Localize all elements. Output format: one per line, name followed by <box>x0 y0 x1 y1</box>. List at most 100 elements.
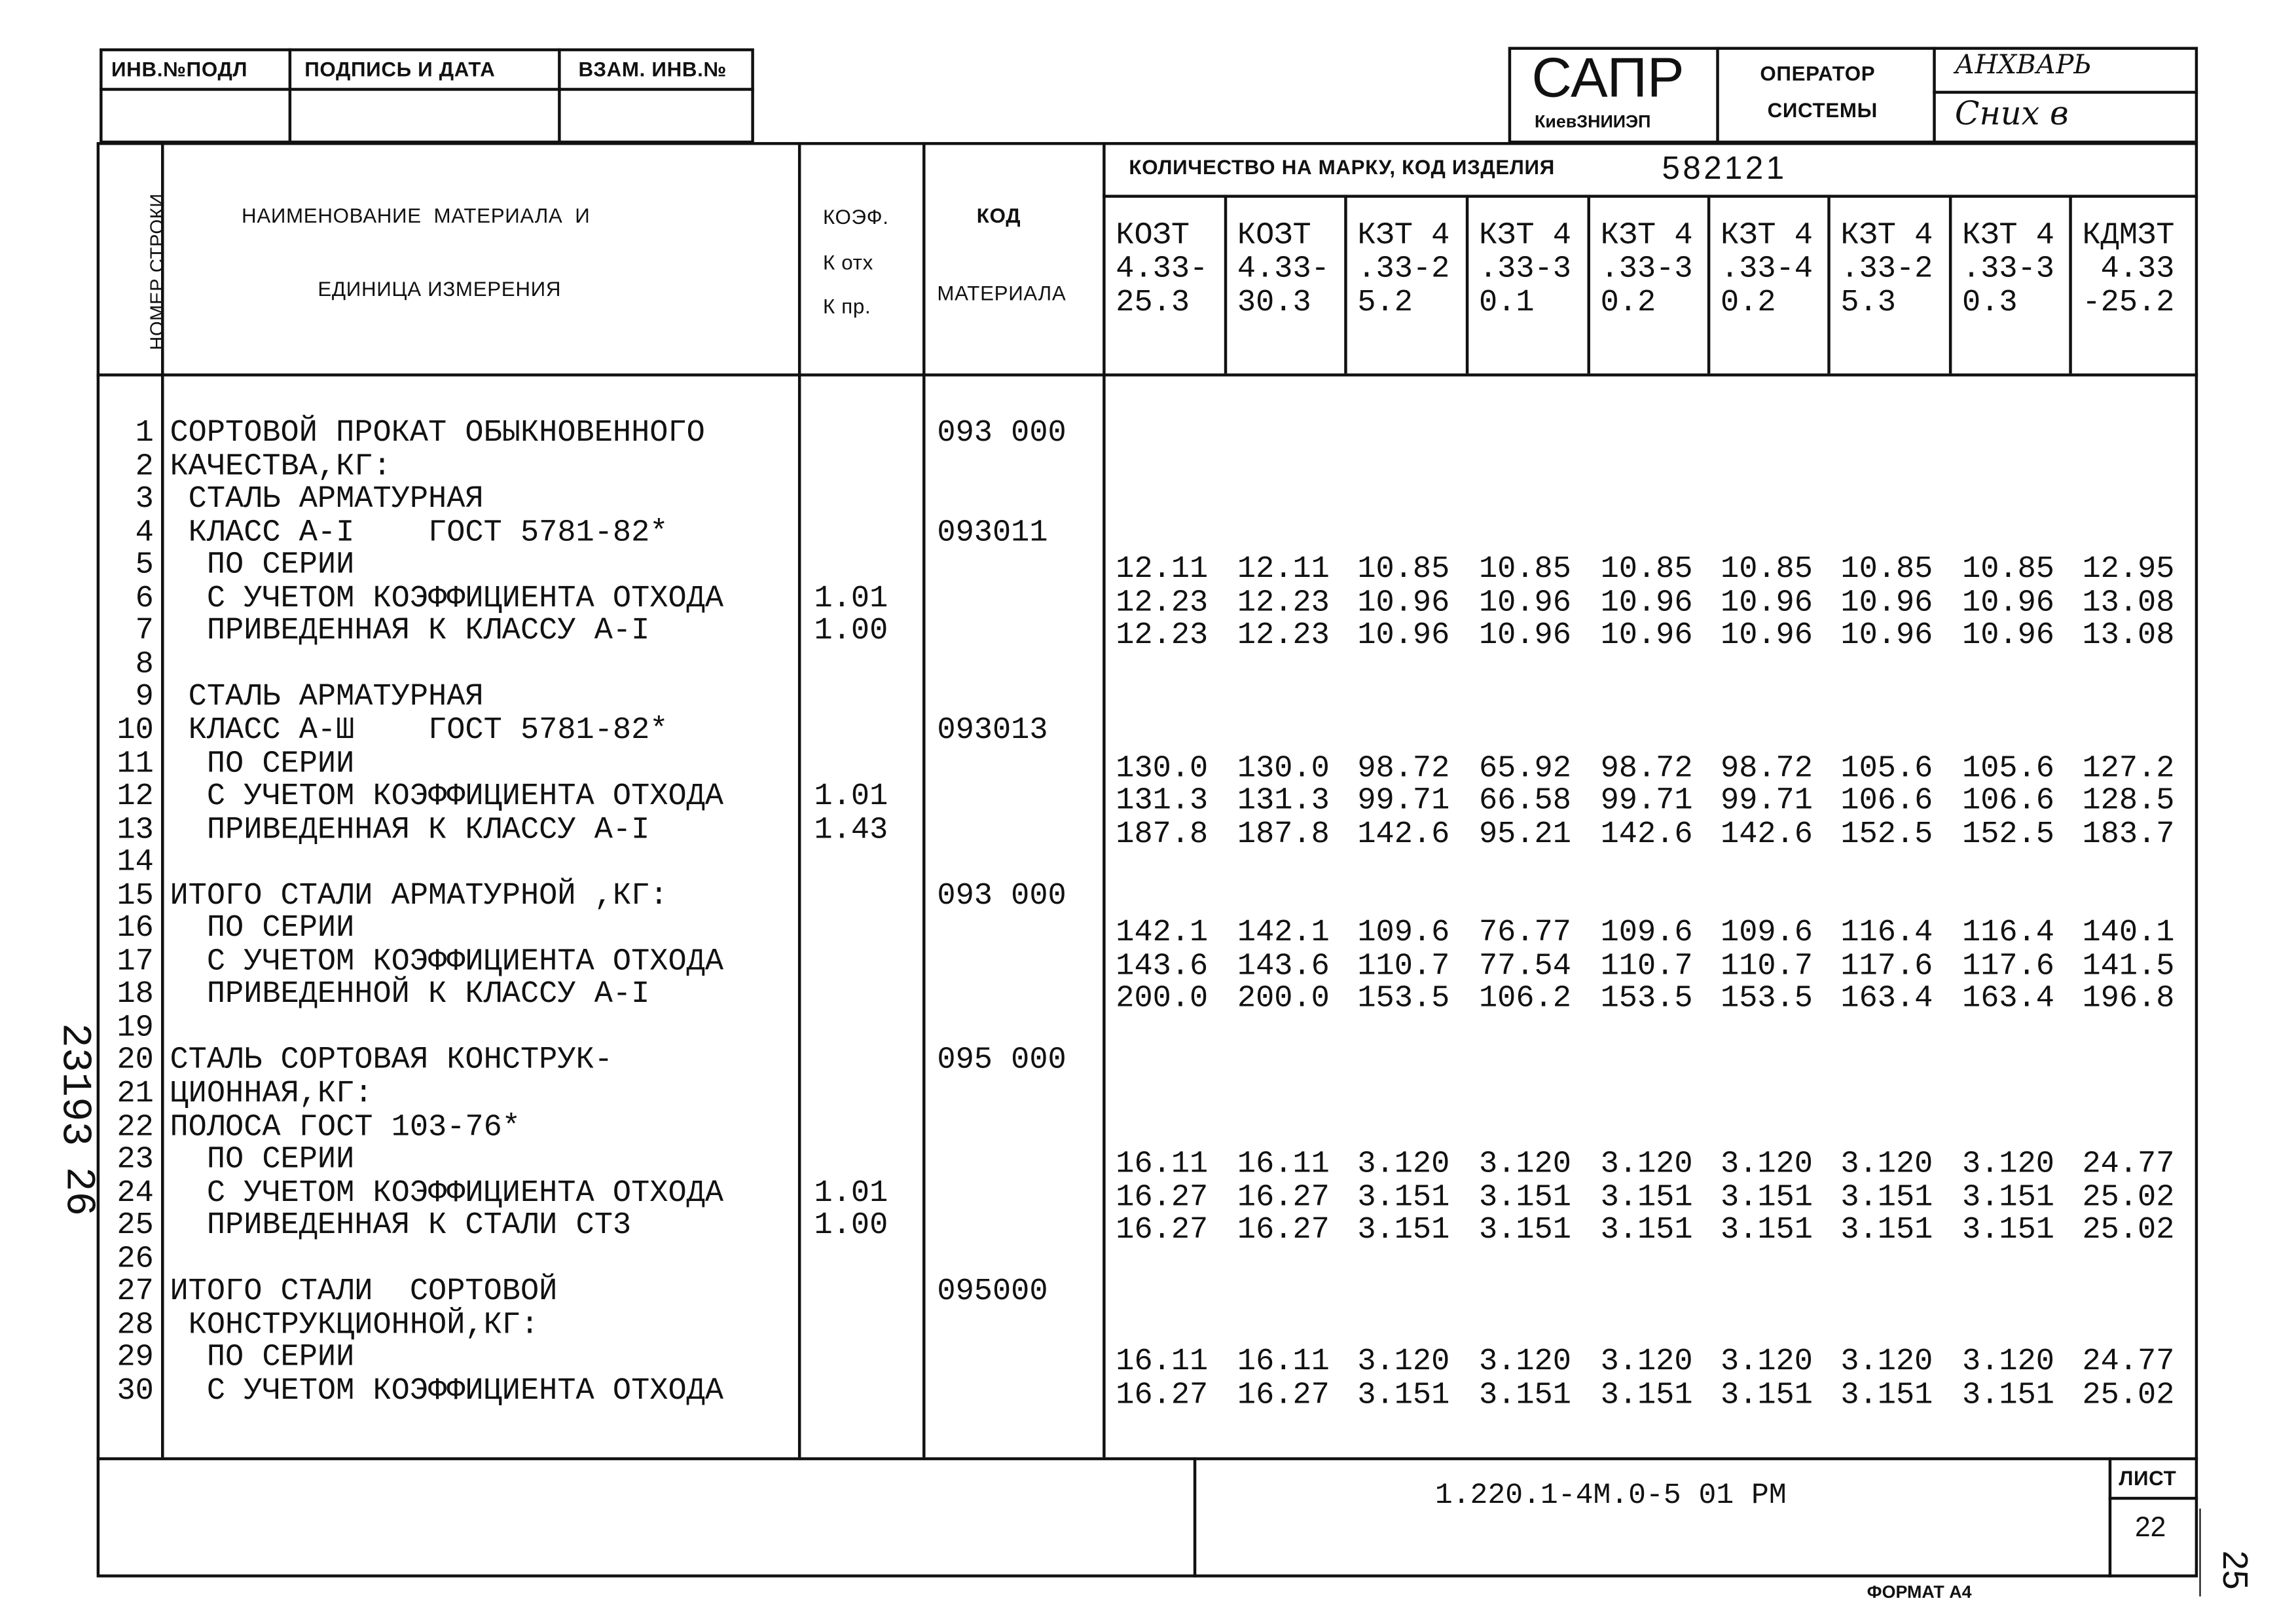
material-code: 095000 <box>937 1276 1048 1310</box>
quantity-value: 3.120 <box>1840 1346 1933 1380</box>
quantity-value: 10.96 <box>1840 619 1933 654</box>
quantity-value: 12.95 <box>2082 553 2175 588</box>
quantity-value: 3.151 <box>1962 1181 2054 1215</box>
row-number: 5 <box>135 549 154 583</box>
divider <box>1948 194 1952 374</box>
quantity-value: 3.120 <box>1478 1346 1571 1380</box>
divider <box>1102 194 2198 198</box>
quantity-value: 3.151 <box>1962 1379 2054 1414</box>
row-number: 9 <box>135 681 154 716</box>
quantity-value: 163.4 <box>1840 983 1933 1017</box>
quantity-value: 10.96 <box>1840 587 1933 621</box>
row-number: 1 <box>135 417 154 451</box>
quantity-value: 3.151 <box>1721 1214 1813 1249</box>
mark-header: КЗТ 4 .33-2 5.2 <box>1357 219 1450 321</box>
quantity-value: 127.2 <box>2082 752 2175 786</box>
quantity-value: 3.120 <box>1840 1148 1933 1183</box>
quantity-value: 99.71 <box>1357 784 1450 819</box>
quantity-value: 3.120 <box>1478 1148 1571 1183</box>
row-number: 8 <box>135 648 154 682</box>
quantity-value: 131.3 <box>1237 784 1330 819</box>
quantity-value: 3.151 <box>1962 1214 2054 1249</box>
material-name: ПО СЕРИИ <box>170 912 355 947</box>
material-name: С УЧЕТОМ КОЭФФИЦИЕНТА ОТХОДА <box>170 582 724 617</box>
quantity-value: 12.23 <box>1237 619 1330 654</box>
row-number: 7 <box>135 616 154 650</box>
quantity-value: 143.6 <box>1237 950 1330 984</box>
material-name: КЛАСС А-I ГОСТ 5781-82* <box>170 516 668 551</box>
mark-header: КЗТ 4 .33-2 5.3 <box>1840 219 1933 321</box>
row-number-header: НОМЕР СТРОКИ <box>145 193 168 350</box>
quantity-value: 25.02 <box>2082 1214 2175 1249</box>
mark-header: КЗТ 4 .33-3 0.2 <box>1600 219 1693 321</box>
quantity-value: 183.7 <box>2082 818 2175 852</box>
quantity-value: 65.92 <box>1478 752 1571 786</box>
quantity-value: 16.27 <box>1237 1214 1330 1249</box>
material-code: 093013 <box>937 714 1048 748</box>
row-number: 10 <box>117 714 154 748</box>
inventory-number-label: ИНВ.№ПОДЛ <box>111 57 248 81</box>
quantity-value: 16.27 <box>1116 1181 1209 1215</box>
material-name: ИТОГО СТАЛИ АРМАТУРНОЙ ,КГ: <box>170 879 668 913</box>
quantity-value: 3.151 <box>1478 1181 1571 1215</box>
quantity-value: 105.6 <box>1840 752 1933 786</box>
row-number: 3 <box>135 483 154 517</box>
quantity-value: 10.96 <box>1721 619 1813 654</box>
quantity-value: 110.7 <box>1600 950 1693 984</box>
mark-header: КОЗТ 4.33- 30.3 <box>1237 219 1330 321</box>
quantity-value: 128.5 <box>2082 784 2175 819</box>
quantity-value: 109.6 <box>1357 917 1450 951</box>
row-number: 19 <box>117 1012 154 1046</box>
divider <box>100 88 754 91</box>
quantity-value: 95.21 <box>1478 818 1571 852</box>
material-name: ПРИВЕДЕННОЙ К КЛАССУ А-I <box>170 978 650 1013</box>
material-code: 093 000 <box>937 879 1066 913</box>
row-number: 29 <box>117 1342 154 1376</box>
quantity-value: 131.3 <box>1116 784 1209 819</box>
row-number: 6 <box>135 582 154 617</box>
quantity-value: 10.85 <box>1721 553 1813 588</box>
quantity-value: 200.0 <box>1237 983 1330 1017</box>
divider <box>1933 46 1936 144</box>
material-name: С УЧЕТОМ КОЭФФИЦИЕНТА ОТХОДА <box>170 781 724 815</box>
quantity-value: 16.11 <box>1116 1346 1209 1380</box>
quantity-value: 152.5 <box>1840 818 1933 852</box>
divider <box>1224 194 1228 374</box>
quantity-value: 10.96 <box>1357 587 1450 621</box>
quantity-value: 106.2 <box>1478 983 1571 1017</box>
quantity-value: 3.120 <box>1962 1148 2054 1183</box>
row-number: 22 <box>117 1111 154 1145</box>
divider <box>288 48 292 144</box>
quantity-value: 142.1 <box>1116 917 1209 951</box>
signature-date-label: ПОДПИСЬ И ДАТА <box>304 57 496 81</box>
product-code: 582121 <box>1662 149 1787 187</box>
divider <box>1933 90 2198 94</box>
divider <box>1716 46 1719 144</box>
quantity-value: 10.96 <box>1962 619 2054 654</box>
mark-header: КЗТ 4 .33-4 0.2 <box>1721 219 1813 321</box>
quantity-value: 117.6 <box>1840 950 1933 984</box>
quantity-value: 3.151 <box>1600 1214 1693 1249</box>
quantity-value: 110.7 <box>1721 950 1813 984</box>
material-name: КАЧЕСТВА,КГ: <box>170 450 392 485</box>
divider <box>1344 194 1347 374</box>
quantity-value: 153.5 <box>1600 983 1693 1017</box>
divider <box>2108 1496 2198 1500</box>
quantity-value: 76.77 <box>1478 917 1571 951</box>
material-code: 093011 <box>937 516 1048 551</box>
coefficient: 1.00 <box>814 1209 888 1244</box>
quantity-value: 3.151 <box>1478 1379 1571 1414</box>
material-name: ПО СЕРИИ <box>170 747 355 782</box>
material-name: ПРИВЕДЕННАЯ К КЛАССУ А-I <box>170 616 650 650</box>
quantity-value: 10.85 <box>1600 553 1693 588</box>
quantity-value: 16.27 <box>1237 1181 1330 1215</box>
quantity-value: 12.11 <box>1116 553 1209 588</box>
quantity-value: 196.8 <box>2082 983 2175 1017</box>
quantity-value: 12.11 <box>1237 553 1330 588</box>
quantity-value: 3.151 <box>1478 1214 1571 1249</box>
quantity-value: 130.0 <box>1237 752 1330 786</box>
quantity-value: 16.27 <box>1237 1379 1330 1414</box>
quantity-value: 142.6 <box>1600 818 1693 852</box>
material-name: ПРИВЕДЕННАЯ К СТАЛИ СТ3 <box>170 1209 632 1244</box>
quantity-value: 10.85 <box>1840 553 1933 588</box>
